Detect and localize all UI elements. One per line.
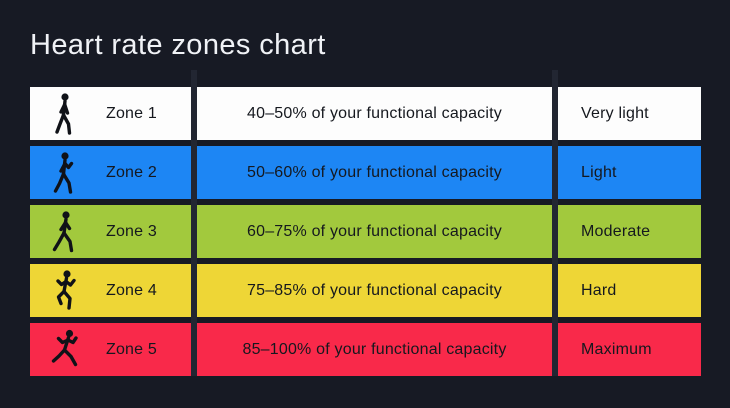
intensity-label: Maximum xyxy=(581,340,652,358)
intensity-label: Very light xyxy=(581,104,649,122)
capacity-text: 85–100% of your functional capacity xyxy=(242,340,507,358)
table-row-zone-1: Zone 1 40–50% of your functional capacit… xyxy=(30,87,701,140)
zone-cell: Zone 1 xyxy=(30,87,191,140)
capacity-text: 40–50% of your functional capacity xyxy=(247,104,502,122)
person-walking-brisk-icon xyxy=(50,210,78,254)
capacity-text: 50–60% of your functional capacity xyxy=(247,163,502,181)
zone-cell: Zone 5 xyxy=(30,323,191,376)
table-row-zone-5: Zone 5 85–100% of your functional capaci… xyxy=(30,323,701,376)
intensity-label: Light xyxy=(581,163,617,181)
zone-cell: Zone 2 xyxy=(30,146,191,199)
capacity-cell: 40–50% of your functional capacity xyxy=(197,87,552,140)
intensity-cell: Very light xyxy=(558,87,701,140)
zone-label: Zone 5 xyxy=(105,340,157,358)
person-walking-icon xyxy=(50,151,78,195)
person-walking-slow-icon xyxy=(50,92,78,136)
table-row-zone-3: Zone 3 60–75% of your functional capacit… xyxy=(30,205,701,258)
page-title: Heart rate zones chart xyxy=(30,29,326,61)
zone-label: Zone 1 xyxy=(105,104,157,122)
zone-cell: Zone 4 xyxy=(30,264,191,317)
zone-label: Zone 4 xyxy=(105,281,157,299)
intensity-label: Moderate xyxy=(581,222,651,240)
column-divider xyxy=(191,70,197,376)
intensity-cell: Moderate xyxy=(558,205,701,258)
person-running-icon xyxy=(50,269,78,313)
capacity-cell: 85–100% of your functional capacity xyxy=(197,323,552,376)
capacity-text: 75–85% of your functional capacity xyxy=(247,281,502,299)
zone-cell: Zone 3 xyxy=(30,205,191,258)
zone-label: Zone 2 xyxy=(105,163,157,181)
capacity-cell: 50–60% of your functional capacity xyxy=(197,146,552,199)
intensity-label: Hard xyxy=(581,281,617,299)
heart-rate-zones-table: Zone 1 40–50% of your functional capacit… xyxy=(30,87,701,376)
column-divider xyxy=(552,70,558,376)
intensity-cell: Maximum xyxy=(558,323,701,376)
capacity-text: 60–75% of your functional capacity xyxy=(247,222,502,240)
person-sprinting-icon xyxy=(50,328,78,372)
table-row-zone-2: Zone 2 50–60% of your functional capacit… xyxy=(30,146,701,199)
zone-label: Zone 3 xyxy=(105,222,157,240)
intensity-cell: Light xyxy=(558,146,701,199)
capacity-cell: 60–75% of your functional capacity xyxy=(197,205,552,258)
capacity-cell: 75–85% of your functional capacity xyxy=(197,264,552,317)
intensity-cell: Hard xyxy=(558,264,701,317)
table-row-zone-4: Zone 4 75–85% of your functional capacit… xyxy=(30,264,701,317)
